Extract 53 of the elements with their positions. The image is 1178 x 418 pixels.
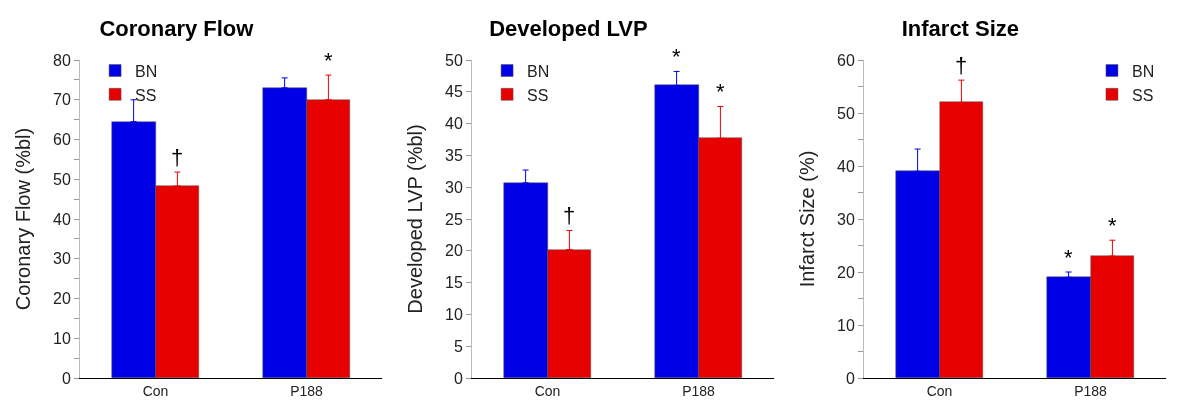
annotation: * bbox=[324, 48, 333, 73]
annotation: † bbox=[171, 145, 184, 170]
y-tick-label: 5 bbox=[453, 337, 463, 355]
x-tick-label: Con bbox=[534, 382, 561, 399]
y-tick-label: 10 bbox=[837, 316, 855, 334]
annotation: * bbox=[1108, 213, 1117, 238]
x-tick-label: P188 bbox=[290, 382, 324, 399]
y-tick-label: 40 bbox=[53, 210, 71, 228]
y-tick-label: 35 bbox=[445, 147, 463, 164]
y-tick-label: 15 bbox=[445, 274, 463, 292]
y-tick-label: 0 bbox=[453, 369, 463, 387]
annotation: * bbox=[1064, 245, 1073, 270]
legend-label: BN bbox=[527, 62, 550, 80]
y-tick-label: 10 bbox=[445, 306, 463, 323]
y-tick-label: 20 bbox=[837, 263, 855, 281]
y-tick-label: 30 bbox=[837, 210, 855, 228]
y-tick-label: 70 bbox=[53, 91, 71, 109]
annotation: † bbox=[955, 53, 968, 78]
y-tick-label: 50 bbox=[837, 104, 855, 122]
chart-title: Infarct Size bbox=[901, 16, 1020, 42]
y-tick-label: 60 bbox=[837, 51, 855, 69]
y-tick-label: 30 bbox=[53, 250, 71, 268]
legend-label: SS bbox=[527, 86, 549, 104]
legend-label: BN bbox=[135, 62, 158, 80]
y-tick-label: 10 bbox=[53, 329, 71, 347]
x-tick-label: P188 bbox=[682, 382, 716, 399]
x-tick-label: Con bbox=[926, 382, 953, 399]
y-tick-label: 40 bbox=[837, 157, 855, 175]
y-tick-label: 80 bbox=[53, 51, 71, 69]
y-tick-label: 20 bbox=[445, 242, 463, 260]
legend-label: SS bbox=[135, 86, 157, 104]
x-tick-label: P188 bbox=[1074, 382, 1108, 399]
x-tick-label: Con bbox=[142, 382, 169, 399]
annotation: * bbox=[716, 79, 725, 104]
chart-title: Coronary Flow bbox=[99, 16, 255, 42]
y-tick-label: 25 bbox=[445, 210, 463, 228]
y-axis-title: Coronary Flow (%bl) bbox=[12, 127, 34, 311]
y-tick-label: 50 bbox=[445, 51, 463, 69]
y-tick-label: 30 bbox=[445, 178, 463, 196]
y-tick-label: 20 bbox=[53, 290, 71, 308]
y-tick-label: 45 bbox=[445, 83, 463, 101]
y-tick-label: 60 bbox=[53, 131, 71, 149]
y-tick-label: 40 bbox=[445, 115, 463, 133]
y-axis-title: Infarct Size (%) bbox=[796, 150, 818, 288]
y-tick-label: 0 bbox=[845, 369, 855, 387]
chart-title: Developed LVP bbox=[489, 16, 648, 42]
y-tick-label: 0 bbox=[61, 369, 71, 387]
legend-label: SS bbox=[1131, 86, 1154, 104]
annotation: * bbox=[672, 44, 681, 69]
y-tick-label: 50 bbox=[53, 170, 71, 188]
legend-label: BN bbox=[1131, 62, 1155, 80]
annotation: † bbox=[563, 203, 576, 228]
y-axis-title: Developed LVP (%bl) bbox=[404, 124, 426, 314]
